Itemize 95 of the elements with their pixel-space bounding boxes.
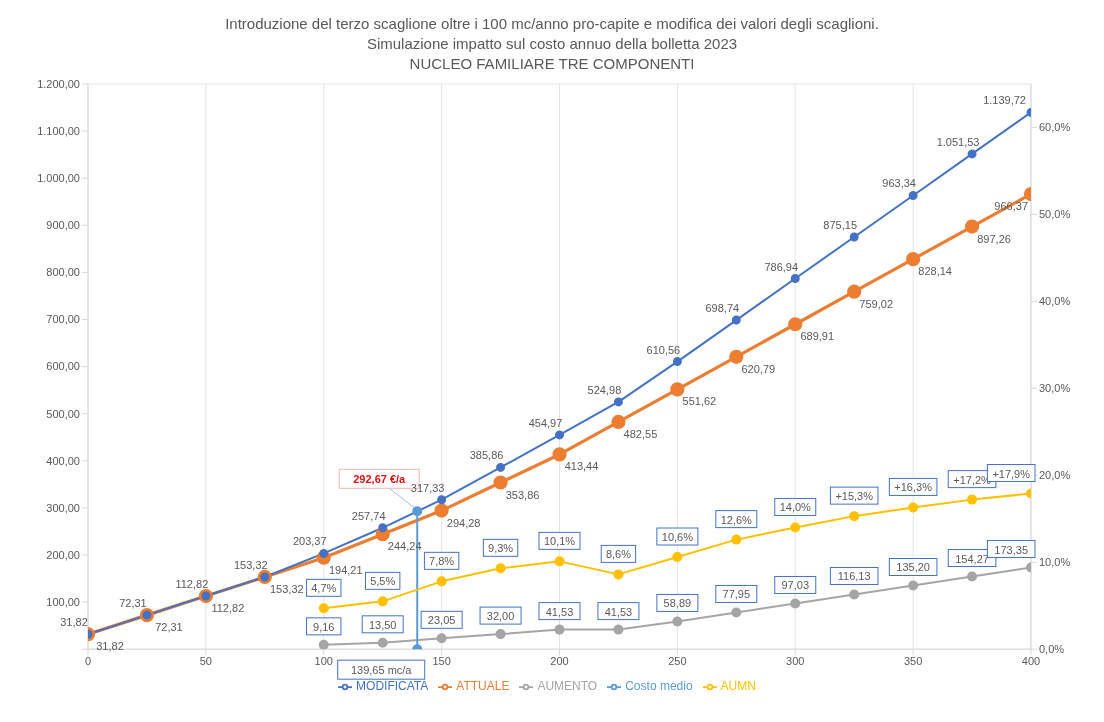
data-label: 1.139,72	[983, 94, 1027, 107]
legend-label: MODIFICATA	[356, 679, 429, 694]
x-tick-label: 300	[786, 654, 805, 667]
x-tick-label: 100	[314, 654, 333, 667]
data-label: 759,02	[859, 297, 894, 310]
legend-label: ATTUALE	[456, 679, 510, 694]
data-label: 9,3%	[488, 542, 514, 555]
y2-tick-label: 20,0%	[1039, 469, 1071, 482]
data-label: 897,26	[977, 232, 1011, 245]
data-label: 385,86	[469, 449, 504, 462]
data-label: 72,31	[155, 621, 183, 634]
data-label: 12,6%	[720, 513, 753, 526]
data-label: 97,03	[781, 579, 810, 592]
data-label: 413,44	[564, 460, 599, 473]
data-label: 1.051,53	[936, 135, 980, 148]
y-tick-label: 700,00	[46, 313, 80, 326]
y-tick-label: 500,00	[46, 407, 80, 420]
data-label: 698,74	[705, 302, 740, 315]
data-label: 154,27	[955, 552, 989, 565]
y-tick-label: 300,00	[46, 501, 80, 514]
data-label: 317,33	[410, 481, 445, 494]
data-label: 828,14	[918, 265, 952, 278]
y2-tick-label: 60,0%	[1039, 121, 1071, 134]
data-label: 203,37	[292, 535, 327, 548]
data-label: 32,00	[486, 610, 515, 623]
chart-subtitle: Simulazione impatto sul costo annuo della bolletta 2023 NUCLEO FAMILIARE TRE COMPONENTI	[365, 34, 739, 74]
legend-label: Costo medio	[625, 679, 693, 694]
data-label: 77,95	[722, 588, 751, 601]
data-label: 620,79	[741, 362, 776, 375]
y-tick-label: 400,00	[46, 454, 80, 467]
x-tick-label: 350	[903, 654, 923, 667]
x-tick-label: 150	[432, 654, 451, 667]
y2-tick-label: 40,0%	[1039, 295, 1071, 308]
data-label: +17,9%	[992, 467, 1031, 480]
data-label: 8,6%	[605, 548, 632, 561]
legend-label: AUMENTO	[537, 679, 598, 694]
y-tick-label: 1.100,00	[37, 125, 80, 137]
annotation: 292,67 €/a	[353, 473, 407, 486]
data-label: 41,53	[604, 605, 633, 618]
data-label: 689,91	[800, 330, 835, 343]
y2-tick-label: 30,0%	[1039, 382, 1071, 395]
data-label: +17,2%	[953, 473, 992, 486]
y-tick-label: 900,00	[46, 219, 80, 232]
data-label: 454,97	[528, 416, 563, 429]
data-label: 482,55	[623, 427, 658, 440]
y-tick-label: 100,00	[46, 595, 80, 608]
y-tick-label: 1.000,00	[37, 172, 80, 185]
data-label: 112,82	[175, 578, 209, 591]
x-tick-label: 0	[84, 654, 92, 667]
y-tick-label: 1.200,00	[37, 77, 80, 90]
data-label: 135,20	[896, 561, 930, 574]
data-label: 875,15	[823, 219, 858, 231]
y-tick-label: 200,00	[46, 548, 80, 561]
data-label: 10,1%	[543, 535, 576, 548]
data-label: 610,56	[646, 343, 681, 356]
data-label: 294,28	[446, 516, 481, 529]
data-label: 257,74	[351, 509, 386, 522]
data-label: 41,53	[545, 605, 574, 618]
data-label: 551,62	[682, 395, 717, 408]
data-label: 14,0%	[779, 501, 812, 514]
data-label: 153,32	[233, 558, 268, 571]
data-label: 7,8%	[429, 555, 455, 568]
data-label: 10,6%	[661, 531, 694, 544]
data-label: 173,35	[994, 543, 1029, 556]
data-label: +15,3%	[835, 490, 874, 503]
data-label: +16,3%	[894, 481, 933, 494]
data-label: 112,82	[211, 602, 245, 615]
y2-tick-label: 50,0%	[1039, 208, 1071, 221]
data-label: 23,05	[427, 614, 456, 627]
data-label: 31,82	[60, 616, 88, 629]
y-tick-label: 600,00	[46, 360, 80, 373]
y2-tick-label: 0,0%	[1039, 643, 1065, 656]
data-label: 153,32	[269, 582, 304, 595]
data-label: 4,7%	[311, 582, 337, 595]
y2-tick-label: 10,0%	[1039, 556, 1071, 569]
x-tick-label: 250	[668, 654, 687, 667]
annotation: 139,65 mc/a	[350, 664, 413, 677]
data-label: 786,94	[764, 260, 799, 273]
x-tick-label: 50	[199, 654, 212, 667]
data-label: 13,50	[368, 618, 397, 631]
data-label: 31,82	[96, 640, 124, 653]
data-label: 58,89	[663, 597, 692, 610]
x-tick-label: 200	[550, 654, 569, 667]
data-label: 5,5%	[370, 575, 396, 588]
legend-label: AUMN	[720, 679, 756, 694]
y-tick-label: 800,00	[46, 266, 80, 279]
data-label: 963,34	[882, 177, 916, 190]
data-label: 353,86	[505, 488, 540, 501]
data-label: 524,98	[587, 383, 622, 396]
chart-title: Introduzione del terzo scaglione oltre i 100 mc/anno pro-capite e modifica dei valori degli scaglioni.	[224, 14, 880, 34]
data-label: 116,13	[837, 570, 871, 583]
data-label: 9,16	[313, 620, 335, 633]
data-label: 194,21	[328, 563, 363, 576]
x-tick-label: 400	[1021, 654, 1041, 667]
data-label: 72,31	[119, 597, 147, 610]
